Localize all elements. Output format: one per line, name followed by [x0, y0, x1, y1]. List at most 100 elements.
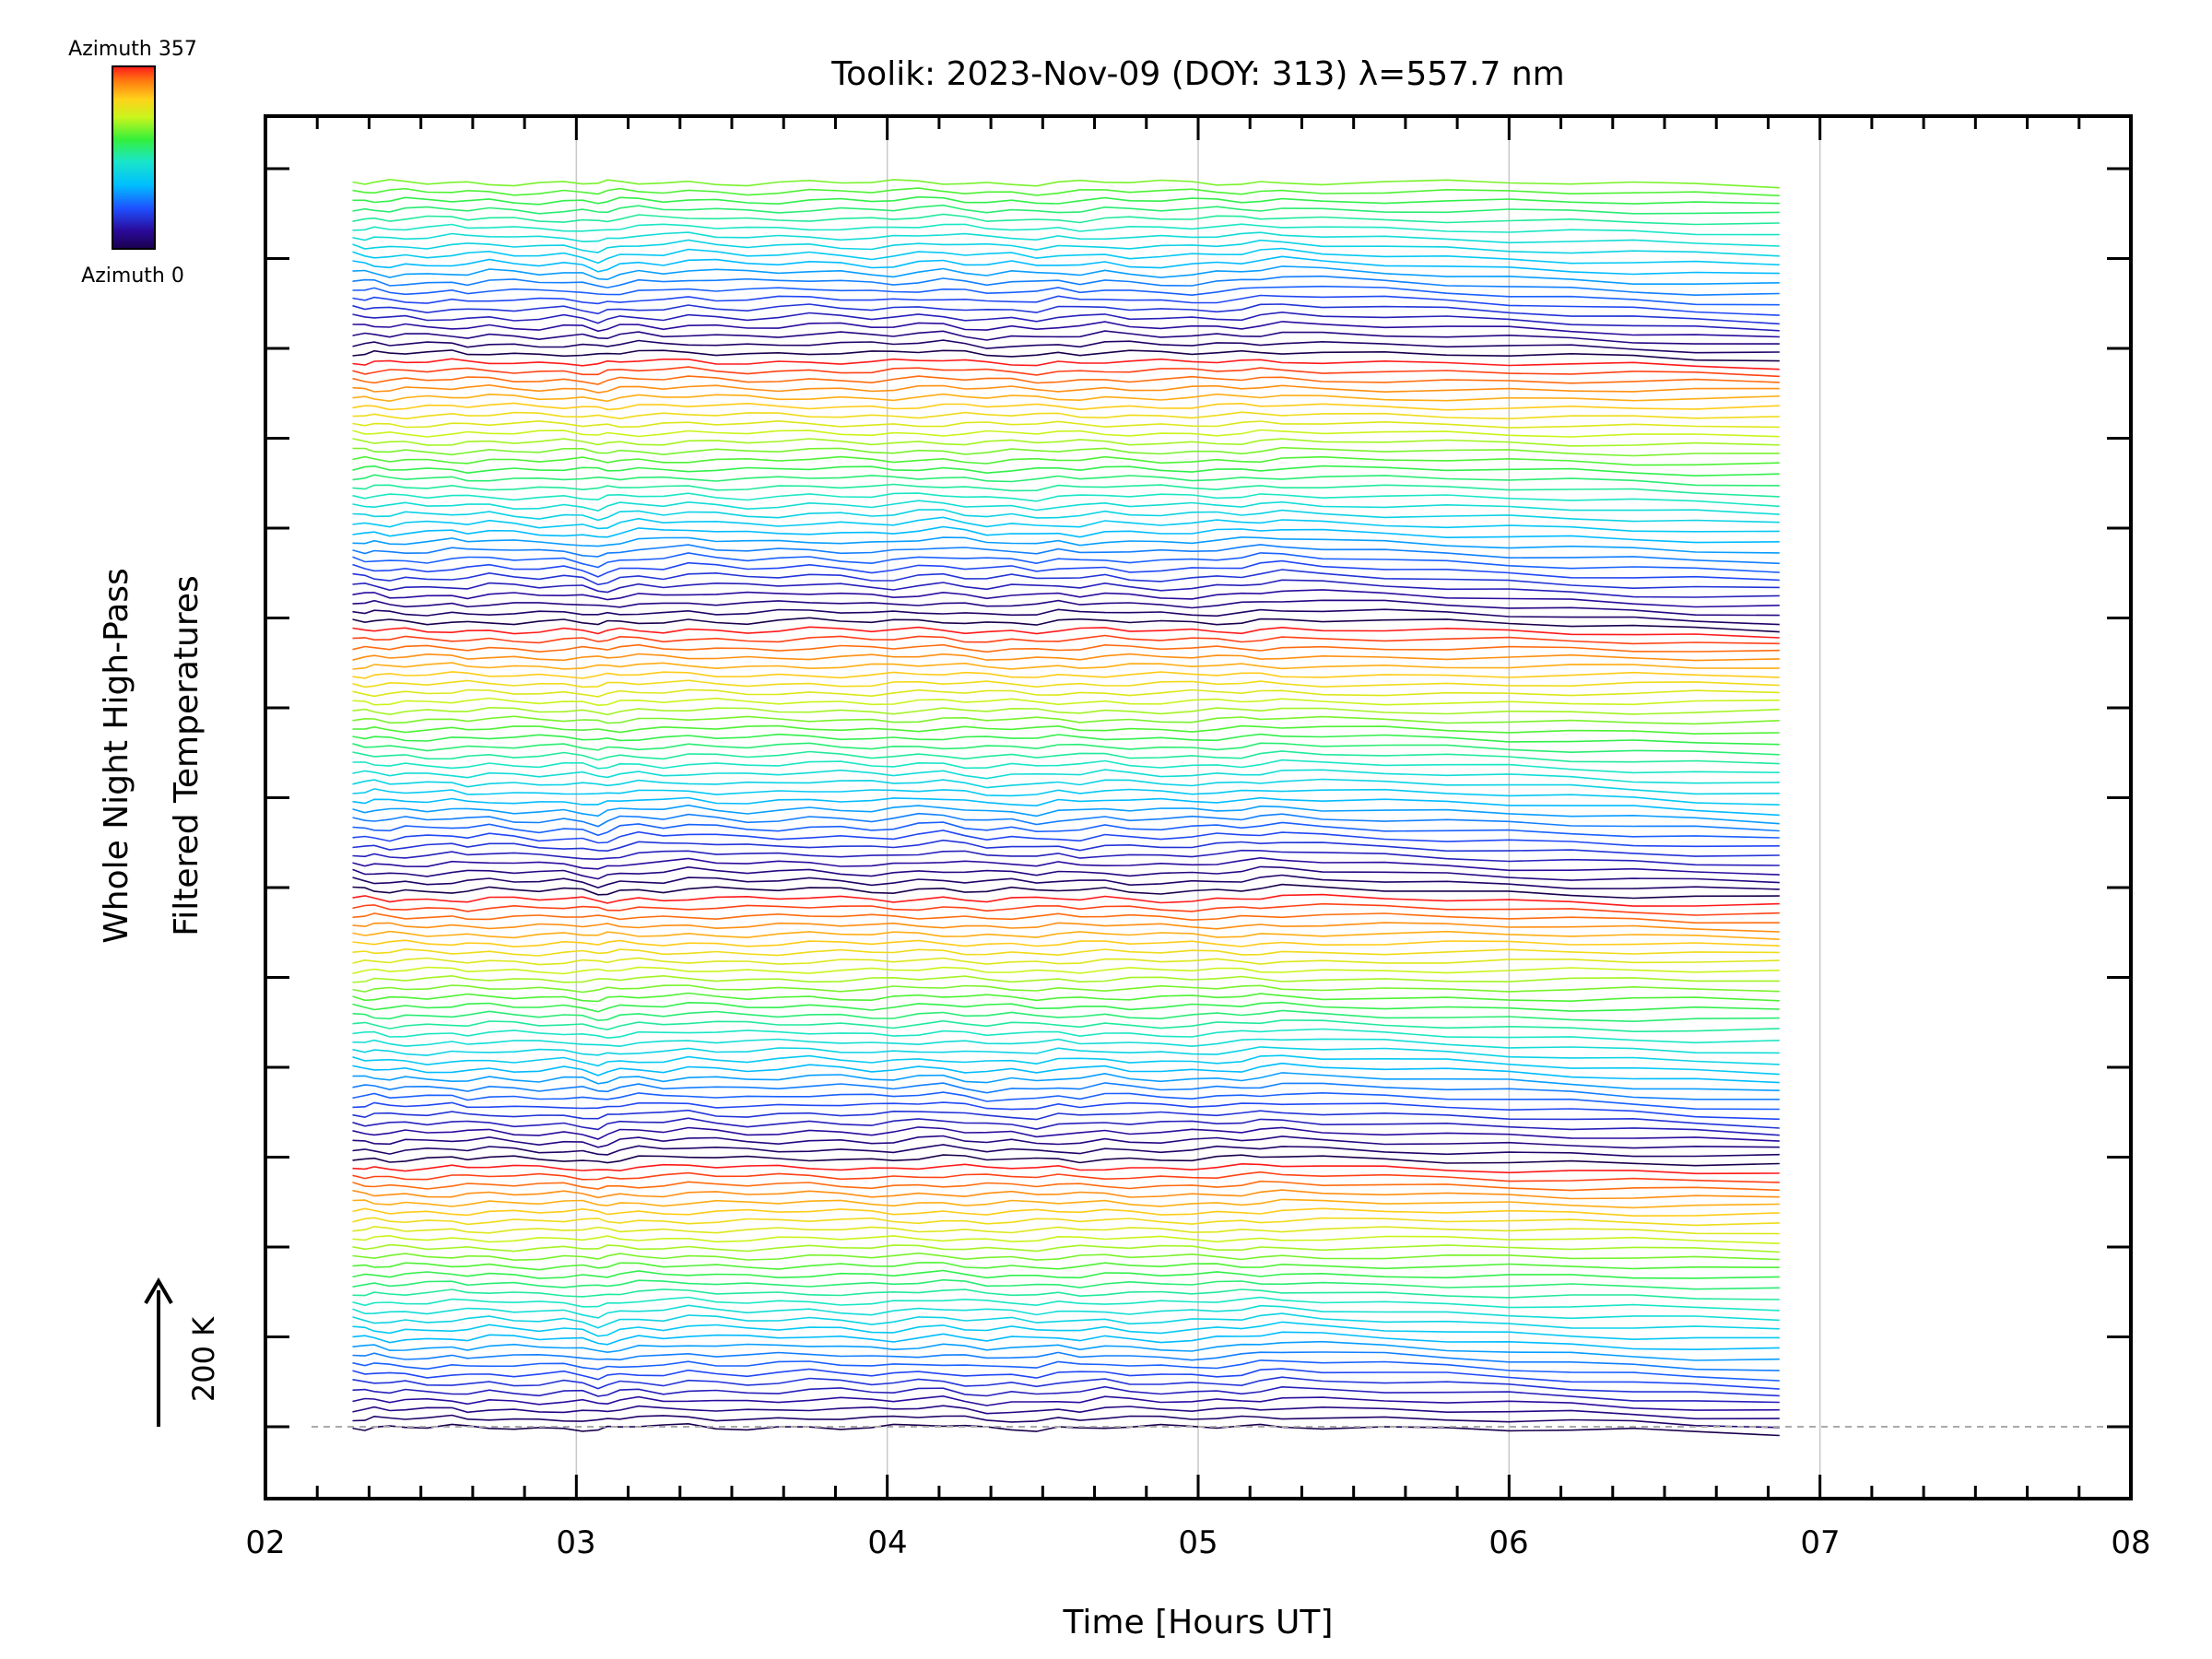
series-line: [352, 984, 1780, 994]
series-line: [352, 1019, 1780, 1033]
series-line: [352, 1198, 1780, 1209]
series-line: [352, 1252, 1780, 1262]
series-line: [352, 1091, 1780, 1111]
series-line: [352, 1180, 1780, 1192]
series-line: [352, 552, 1780, 573]
scale-bar: 200 K: [144, 1277, 221, 1427]
series-line: [352, 804, 1780, 825]
series-line: [352, 465, 1780, 477]
series-line: [352, 939, 1780, 948]
series-line: [352, 1376, 1780, 1397]
series-line: [352, 383, 1780, 394]
series-line: [352, 255, 1780, 276]
series-line: [352, 349, 1780, 362]
x-axis-label: Time [Hours UT]: [1063, 1604, 1334, 1641]
series-line: [352, 865, 1780, 884]
series-line: [352, 579, 1780, 598]
series-line: [352, 358, 1780, 371]
series-line: [352, 1126, 1780, 1142]
series-line: [352, 1135, 1780, 1149]
series-line: [352, 455, 1780, 466]
series-line: [352, 883, 1780, 900]
series-line: [352, 330, 1780, 345]
series-line: [352, 213, 1780, 226]
series-line: [352, 303, 1780, 325]
series-line: [352, 483, 1780, 498]
series-line: [352, 559, 1780, 582]
series-line: [352, 1217, 1780, 1227]
series-line: [352, 1162, 1780, 1175]
colorbar: Azimuth 357 Azimuth 0: [68, 38, 197, 288]
series-line: [352, 1072, 1780, 1091]
series-line: [352, 429, 1780, 438]
series-line: [352, 626, 1780, 639]
series-line: [352, 438, 1780, 447]
series-line: [352, 1009, 1780, 1023]
series-line: [352, 1189, 1780, 1200]
series-line: [352, 500, 1780, 515]
chart-title: Toolik: 2023-Nov-09 (DOY: 313) λ=557.7 n…: [830, 55, 1564, 93]
series-line: [352, 321, 1780, 338]
series-line: [352, 643, 1780, 653]
series-line: [352, 231, 1780, 247]
series-line: [352, 796, 1780, 817]
series-line: [352, 544, 1780, 565]
series-line: [352, 525, 1780, 544]
series-line: [352, 239, 1780, 257]
series-line: [352, 569, 1780, 590]
series-line: [352, 393, 1780, 403]
series-line: [352, 285, 1780, 306]
series-line: [352, 992, 1780, 1003]
series-group: [352, 178, 1780, 1437]
series-line: [352, 902, 1780, 916]
series-line: [352, 1422, 1780, 1437]
series-line: [352, 1368, 1780, 1390]
series-line: [352, 724, 1780, 735]
series-line: [352, 679, 1780, 688]
series-line: [352, 849, 1780, 866]
series-line: [352, 535, 1780, 554]
series-line: [352, 1101, 1780, 1121]
series-line: [352, 1269, 1780, 1279]
series-line: [352, 195, 1780, 206]
series-line: [352, 446, 1780, 457]
series-line: [352, 366, 1780, 378]
series-line: [352, 1414, 1780, 1429]
series-line: [352, 1028, 1780, 1044]
series-line: [352, 778, 1780, 795]
y-axis-label-line-2: Filtered Temperatures: [168, 575, 206, 936]
series-line: [352, 311, 1780, 332]
series-line: [352, 275, 1780, 297]
series-line: [352, 375, 1780, 385]
series-line: [352, 1385, 1780, 1404]
series-line: [352, 957, 1780, 966]
series-line: [352, 223, 1780, 236]
series-line: [352, 1082, 1780, 1100]
series-line: [352, 1331, 1780, 1351]
x-tick-label-08: 08: [2111, 1524, 2150, 1561]
x-tick-label-03: 03: [556, 1524, 595, 1561]
colorbar-gradient: [112, 65, 156, 250]
series-line: [352, 706, 1780, 716]
series-line: [352, 1062, 1780, 1084]
series-line: [352, 697, 1780, 707]
series-line: [352, 715, 1780, 725]
series-line: [352, 839, 1780, 857]
series-line: [352, 1225, 1780, 1235]
series-line: [352, 599, 1780, 617]
series-line: [352, 509, 1780, 524]
series-line: [352, 893, 1780, 907]
series-line: [352, 974, 1780, 983]
series-line: [352, 187, 1780, 197]
x-tick-label-05: 05: [1178, 1524, 1218, 1561]
series-line: [352, 662, 1780, 670]
series-line: [352, 788, 1780, 806]
series-line: [352, 1304, 1780, 1322]
series-line: [352, 759, 1780, 774]
series-line: [352, 671, 1780, 679]
series-line: [352, 204, 1780, 215]
series-line: [352, 617, 1780, 633]
scale-bar-label: 200 K: [186, 1316, 221, 1402]
series-line: [352, 830, 1780, 848]
series-line: [352, 966, 1780, 975]
